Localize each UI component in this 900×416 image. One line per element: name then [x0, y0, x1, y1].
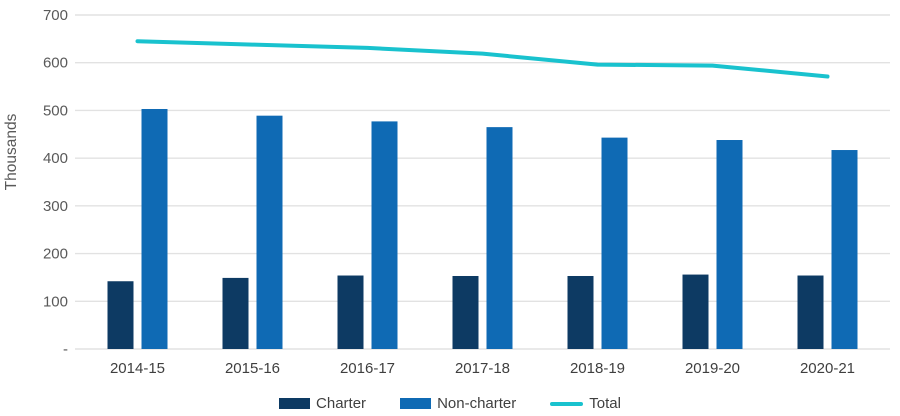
bar-non-charter-2016-17 — [371, 121, 398, 349]
y-tick-label-100: 100 — [43, 293, 68, 310]
chart-legend: Charter Non-charter Total — [0, 395, 900, 412]
y-tick-label-200: 200 — [43, 246, 68, 263]
bar-charter-2019-20 — [682, 274, 709, 349]
y-tick-label-500: 500 — [43, 102, 68, 119]
bar-non-charter-2017-18 — [486, 127, 513, 349]
x-tick-label-2020-21: 2020-21 — [800, 360, 855, 377]
legend-label-charter: Charter — [316, 395, 367, 412]
bar-charter-2018-19 — [567, 275, 594, 349]
legend-swatch-total — [550, 401, 584, 406]
y-tick-label-300: 300 — [43, 198, 68, 215]
y-tick-label-0: - — [63, 341, 68, 358]
bar-charter-2020-21 — [797, 275, 824, 349]
legend-label-total: Total — [589, 395, 621, 412]
x-tick-label-2017-18: 2017-18 — [455, 360, 510, 377]
bar-non-charter-2018-19 — [601, 137, 628, 349]
bar-charter-2017-18 — [452, 275, 479, 349]
bar-non-charter-2020-21 — [831, 150, 858, 349]
bar-charter-2015-16 — [222, 277, 249, 349]
y-axis-title: Thousands — [3, 113, 20, 190]
x-tick-label-2018-19: 2018-19 — [570, 360, 625, 377]
x-tick-label-2016-17: 2016-17 — [340, 360, 395, 377]
y-tick-label-600: 600 — [43, 55, 68, 72]
bar-non-charter-2015-16 — [256, 115, 283, 349]
legend-item-charter: Charter — [279, 395, 366, 412]
legend-swatch-non-charter — [400, 398, 432, 409]
bar-non-charter-2014-15 — [141, 108, 168, 349]
legend-label-non-charter: Non-charter — [437, 395, 517, 412]
legend-item-non-charter: Non-charter — [400, 395, 516, 412]
legend-item-total: Total — [550, 395, 621, 412]
x-tick-label-2015-16: 2015-16 — [225, 360, 280, 377]
bar-non-charter-2019-20 — [716, 140, 743, 349]
x-tick-label-2014-15: 2014-15 — [110, 360, 165, 377]
total-line — [135, 39, 830, 79]
x-tick-label-2019-20: 2019-20 — [685, 360, 740, 377]
y-tick-label-700: 700 — [43, 7, 68, 24]
y-tick-label-400: 400 — [43, 150, 68, 167]
bar-charter-2016-17 — [337, 275, 364, 349]
legend-swatch-charter — [279, 398, 311, 409]
bar-charter-2014-15 — [107, 281, 134, 349]
